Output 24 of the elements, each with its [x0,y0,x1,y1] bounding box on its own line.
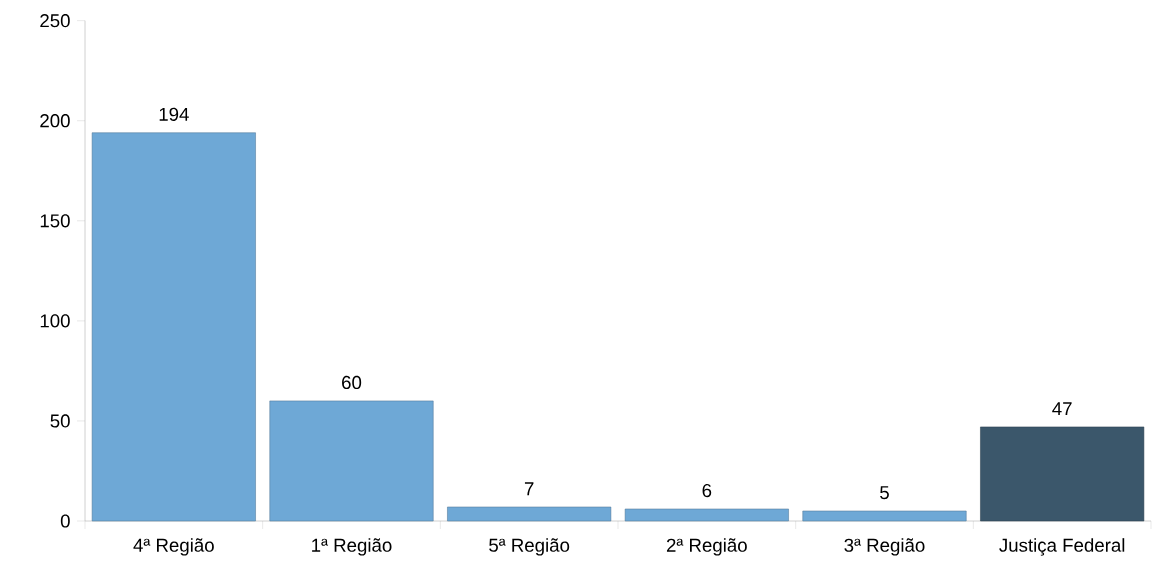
bar [624,508,789,522]
x-tick-label: 5ª Região [489,538,570,556]
data-label: 194 [159,107,189,121]
bar [447,506,612,522]
bar [269,400,434,522]
x-tick-label: 4ª Região [133,538,214,556]
data-label: 6 [702,483,712,498]
y-tick-label: 250 [40,14,70,28]
y-tick-label: 0 [60,514,70,528]
data-label: 7 [524,482,534,496]
x-tick-label: 3ª Região [844,538,925,556]
data-label: 5 [880,486,889,500]
bar [91,132,256,522]
y-tick-label: 150 [40,214,70,228]
x-tick-label: Justiça Federal [999,538,1125,556]
data-label: 47 [1052,402,1072,416]
x-tick-label: 1ª Região [312,538,392,556]
x-tick-label: 2ª Região [666,538,747,556]
y-tick-label: 100 [40,314,70,328]
bar [980,426,1145,522]
bar [802,510,967,522]
y-tick-label: 200 [40,114,70,128]
data-label: 60 [342,375,362,390]
y-tick-label: 50 [50,414,70,428]
